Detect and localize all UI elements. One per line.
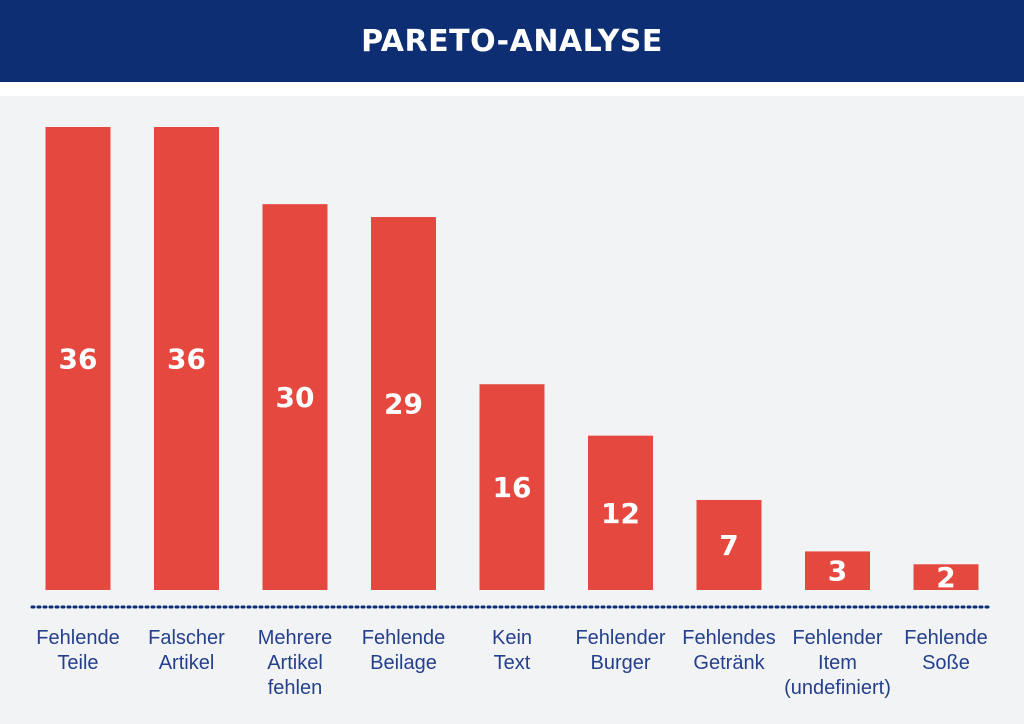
category-label: Kein Text: [492, 627, 532, 674]
bar: [805, 551, 870, 590]
bar-value-label: 3: [828, 555, 847, 588]
category-label: Falscher Artikel: [148, 627, 225, 674]
bar-value-label: 36: [59, 343, 98, 376]
bar: [262, 204, 328, 590]
bar-value-label: 2: [936, 561, 955, 594]
category-label-line: Item: [818, 652, 857, 674]
bar: [371, 217, 436, 590]
category-label-line: Mehrere: [258, 627, 332, 649]
category-label-line: fehlen: [268, 677, 323, 699]
bar-value-label: 7: [719, 529, 738, 562]
bar: [154, 127, 219, 590]
bar: [588, 435, 653, 590]
category-label-line: (undefiniert): [784, 677, 891, 699]
category-label: Fehlende Teile: [36, 627, 119, 674]
category-label-line: Fehlender: [792, 627, 882, 649]
category-label-line: Fehlender: [575, 627, 665, 649]
category-label-line: Artikel: [159, 652, 215, 674]
bar-value-label: 12: [601, 497, 640, 530]
category-label-line: Burger: [590, 652, 650, 674]
bar-value-label: 29: [384, 388, 423, 421]
category-label-line: Fehlende: [362, 627, 445, 649]
category-label-line: Fehlende: [36, 627, 119, 649]
category-label-line: Fehlende: [904, 627, 987, 649]
bar-value-label: 16: [493, 471, 532, 504]
chart-title: PARETO-ANALYSE: [361, 23, 663, 59]
bar: [696, 499, 762, 590]
bar-value-label: 36: [167, 343, 206, 376]
category-label-line: Kein: [492, 627, 532, 649]
category-label-line: Falscher: [148, 627, 225, 649]
chart-header: PARETO-ANALYSE: [0, 0, 1024, 82]
category-label: Fehlende Soße: [904, 627, 987, 674]
category-label-line: Teile: [57, 652, 98, 674]
bar: [45, 127, 111, 590]
category-label: Fehlender Burger: [575, 627, 665, 674]
bar-value-label: 30: [276, 381, 315, 414]
category-label-line: Text: [494, 652, 531, 674]
category-label-line: Getränk: [693, 652, 765, 674]
bar: [913, 564, 979, 590]
category-label-line: Soße: [922, 652, 970, 674]
category-label: Fehlende Beilage: [362, 627, 445, 674]
category-label: Mehrere Artikel fehlen: [258, 627, 332, 699]
category-label-line: Artikel: [267, 652, 323, 674]
category-label-line: Fehlendes: [682, 627, 775, 649]
bar: [479, 384, 545, 590]
category-label-line: Beilage: [370, 652, 437, 674]
category-label: Fehlendes Getränk: [682, 627, 775, 674]
category-label: Fehlender Item (undefiniert): [784, 627, 891, 699]
